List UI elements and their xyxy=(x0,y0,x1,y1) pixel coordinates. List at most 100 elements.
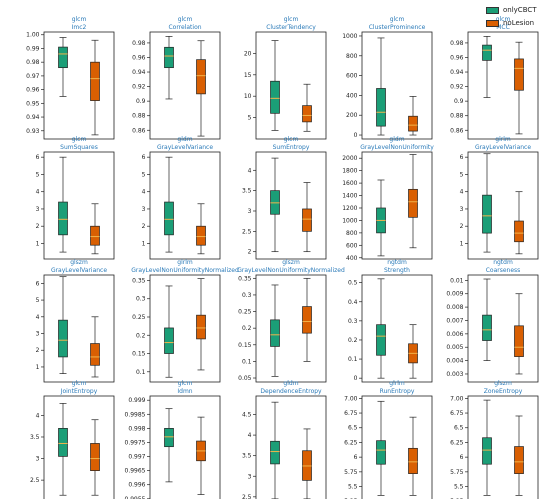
panel-feature-label: GrayLevelVariance xyxy=(157,144,213,151)
y-tick-label: 0.997 xyxy=(128,454,145,461)
y-tick-label: 0.86 xyxy=(450,127,464,134)
y-tick-label: 0.9 xyxy=(136,98,146,105)
box-onlycbct xyxy=(376,37,386,136)
y-tick-label: 1 xyxy=(36,240,40,247)
panel-group-label: glrlm xyxy=(389,380,405,387)
box-nolesion xyxy=(302,277,312,362)
y-tick-label: 6.25 xyxy=(450,439,464,446)
iqr-box xyxy=(270,80,280,114)
box-onlycbct xyxy=(376,278,386,379)
box-onlycbct xyxy=(482,399,492,496)
panel-frame xyxy=(43,31,115,140)
y-tick-label: 5 xyxy=(36,297,40,304)
panel-feature-label: GrayLevelNonUniformity xyxy=(360,144,434,151)
y-tick-label: 0.94 xyxy=(26,114,40,121)
y-tick-label: 1400 xyxy=(342,193,357,200)
panel-group-label: gldm xyxy=(389,136,404,143)
panel-feature-label: Coarseness xyxy=(486,267,521,274)
y-tick-label: 4 xyxy=(142,189,146,196)
y-tick-label: 1200 xyxy=(342,205,357,212)
box-nolesion xyxy=(90,316,100,378)
y-tick-label: 7.00 xyxy=(344,395,358,402)
panel-feature-label: GrayLevelVariance xyxy=(51,267,107,274)
y-tick-label: 5.5 xyxy=(348,484,358,491)
box-onlycbct xyxy=(270,401,280,499)
panel-group-label: glcm xyxy=(72,136,87,143)
y-tick-label: 2 xyxy=(36,223,40,230)
box-onlycbct xyxy=(376,400,386,496)
y-tick-label: 0.1 xyxy=(242,358,252,365)
panel-frame xyxy=(255,274,327,383)
y-tick-label: 0.15 xyxy=(132,351,146,358)
panel-frame xyxy=(361,274,433,383)
panel-feature-label: GrayLevelVariance xyxy=(475,144,531,151)
y-tick-label: 0.92 xyxy=(450,84,464,91)
iqr-box xyxy=(514,58,524,91)
panel-frame xyxy=(43,151,115,260)
y-tick-label: 0.9985 xyxy=(125,411,146,418)
iqr-box xyxy=(164,201,174,236)
y-tick-label: 0.2 xyxy=(136,332,146,339)
panel-feature-label: ZoneEntropy xyxy=(484,388,523,395)
y-tick-label: 0.008 xyxy=(446,304,463,311)
iqr-box xyxy=(482,314,492,341)
iqr-box xyxy=(196,314,206,340)
box-onlycbct xyxy=(58,402,68,496)
y-tick-label: 1000 xyxy=(342,33,357,40)
panel-frame xyxy=(361,31,433,140)
y-tick-label: 2 xyxy=(36,347,40,354)
panel-frame xyxy=(43,274,115,383)
y-tick-label: 1800 xyxy=(342,168,357,175)
box-onlycbct xyxy=(270,284,280,377)
iqr-box xyxy=(90,225,100,246)
panel-feature-label: MCC xyxy=(496,24,510,31)
y-tick-label: 2 xyxy=(460,223,464,230)
panel-frame xyxy=(361,395,433,499)
box-onlycbct xyxy=(58,37,68,97)
box-nolesion xyxy=(514,41,524,135)
legend-item-nolesion: noLesion xyxy=(486,17,550,29)
panel-feature-label: Idmn xyxy=(177,388,192,395)
box-nolesion xyxy=(408,324,418,379)
y-tick-label: 0.4 xyxy=(348,299,358,306)
y-tick-label: 3.5 xyxy=(30,434,40,441)
box-onlycbct xyxy=(376,179,386,257)
y-tick-label: 6.5 xyxy=(348,425,358,432)
y-tick-label: 0.1 xyxy=(348,356,358,363)
panel-feature-label: GrayLevelNonUniformityNormalized xyxy=(131,267,239,274)
box-nolesion xyxy=(90,203,100,255)
y-tick-label: 0.97 xyxy=(26,73,40,80)
y-tick-label: 2.5 xyxy=(242,494,252,499)
box-onlycbct xyxy=(270,157,280,253)
y-tick-label: 0.96 xyxy=(132,54,146,61)
iqr-box xyxy=(376,440,386,465)
y-tick-label: 1 xyxy=(460,240,464,247)
panel-group-label: glcm xyxy=(178,16,193,23)
y-tick-label: 0.99 xyxy=(26,45,40,52)
y-tick-label: 10 xyxy=(244,93,252,100)
iqr-box xyxy=(58,46,68,69)
panel-group-label: ngtdm xyxy=(387,259,407,266)
iqr-box xyxy=(196,59,206,95)
panel-group-label: glrlm xyxy=(177,259,193,266)
y-tick-label: 0.92 xyxy=(132,84,146,91)
iqr-box xyxy=(482,437,492,465)
panel-group-label: glcm xyxy=(390,16,405,23)
panel-frame xyxy=(467,274,539,383)
panel-group-label: gldm xyxy=(177,136,192,143)
y-tick-label: 6.75 xyxy=(344,410,358,417)
box-onlycbct xyxy=(164,156,174,253)
panel-group-label: glszm xyxy=(282,259,300,266)
iqr-box xyxy=(90,61,100,101)
box-onlycbct xyxy=(58,156,68,253)
y-tick-label: 5 xyxy=(248,115,252,122)
y-tick-label: 0.98 xyxy=(450,40,464,47)
y-tick-label: 0.2 xyxy=(242,325,252,332)
panel-group-label: glcm xyxy=(284,136,299,143)
y-tick-label: 0.96 xyxy=(26,87,40,94)
panel-frame xyxy=(467,31,539,140)
